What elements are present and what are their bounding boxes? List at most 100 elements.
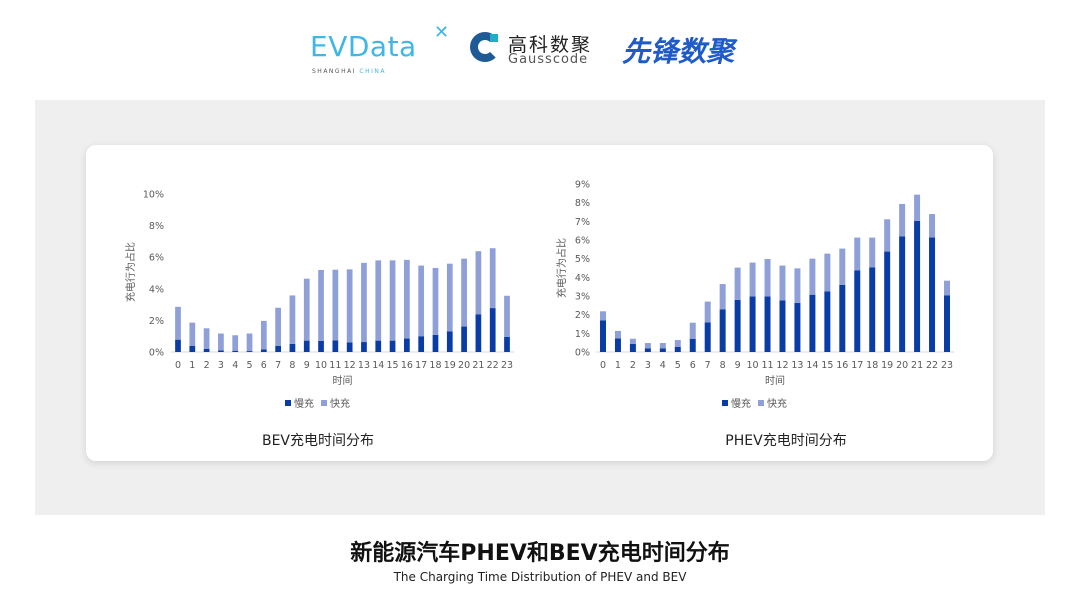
- bev-bar-slow: [346, 342, 353, 352]
- bev-bar-slow: [375, 340, 382, 352]
- gausscode-square-icon: [490, 34, 498, 42]
- phev-bar-slow: [944, 295, 950, 352]
- phev-bar-fast: [779, 265, 786, 301]
- phev-bar-slow: [704, 322, 711, 352]
- bev-bar-fast: [418, 265, 425, 337]
- phev-bar-slow: [674, 346, 681, 352]
- phev-y-tick-label: 1%: [575, 329, 590, 340]
- phev-bar-slow: [854, 270, 861, 352]
- phev-legend-swatch-fast: [758, 400, 764, 406]
- phev-bar-slow: [929, 237, 936, 352]
- phev-x-tick-label: 4: [660, 360, 666, 371]
- phev-bar-fast: [839, 248, 846, 285]
- phev-x-tick-label: 11: [761, 360, 773, 371]
- phev-bar-slow: [614, 338, 621, 352]
- bev-x-tick-label: 8: [289, 360, 295, 371]
- phev-x-tick-label: 22: [926, 360, 938, 371]
- bev-x-tick-label: 2: [204, 360, 210, 371]
- phev-bar-fast: [854, 237, 861, 271]
- bev-bar-fast: [275, 307, 281, 346]
- phev-bar-slow: [869, 267, 876, 352]
- bev-bar-fast: [260, 320, 267, 350]
- bev-x-tick-label: 14: [372, 360, 384, 371]
- bev-bar-slow: [175, 339, 181, 352]
- phev-bar-fast: [629, 338, 636, 344]
- phev-bar-slow: [629, 343, 636, 352]
- phev-bar-slow: [884, 251, 891, 352]
- phev-x-tick-label: 2: [630, 360, 636, 371]
- bev-bar-fast: [175, 306, 181, 340]
- bev-bar-fast: [232, 335, 239, 351]
- xianfeng-logo: 先锋数聚: [622, 35, 735, 68]
- phev-x-tick-label: 16: [836, 360, 848, 371]
- bev-bar-fast: [432, 267, 439, 335]
- bev-x-tick-label: 17: [415, 360, 427, 371]
- bev-legend-swatch-fast: [321, 400, 327, 406]
- bev-x-tick-label: 4: [232, 360, 238, 371]
- bev-x-tick-label: 13: [358, 360, 370, 371]
- phev-y-tick-label: 6%: [575, 236, 590, 247]
- phev-bar-slow: [600, 320, 606, 352]
- bev-bar-slow: [432, 334, 439, 352]
- phev-legend-swatch-slow: [722, 400, 728, 406]
- phev-bar-fast: [749, 262, 756, 297]
- phev-bar-slow: [914, 220, 921, 352]
- phev-bar-slow: [734, 299, 741, 352]
- bev-x-tick-label: 23: [501, 360, 513, 371]
- x-mark-icon: ✕: [434, 22, 450, 43]
- phev-bar-fast: [824, 253, 831, 292]
- phev-bar-fast: [809, 258, 816, 295]
- phev-bar-slow: [824, 291, 831, 352]
- phev-legend-label-slow: 慢充: [731, 397, 751, 410]
- bev-bar-fast: [389, 260, 396, 341]
- bev-chart-title: BEV充电时间分布: [261, 433, 375, 449]
- phev-y-tick-label: 4%: [575, 273, 590, 284]
- phev-y-tick-label: 7%: [575, 217, 590, 228]
- phev-x-tick-label: 3: [645, 360, 651, 371]
- bev-y-tick-label: 10%: [143, 190, 164, 201]
- bev-bar-fast: [203, 328, 210, 349]
- bev-x-tick-label: 21: [472, 360, 484, 371]
- phev-bar-fast: [944, 280, 950, 296]
- bev-bar-slow: [361, 342, 367, 352]
- phev-y-tick-label: 0%: [575, 348, 590, 359]
- phev-bar-fast: [689, 322, 696, 339]
- bev-bar-slow: [246, 351, 253, 352]
- phev-x-tick-label: 13: [791, 360, 803, 371]
- bev-legend-label-slow: 慢充: [294, 397, 314, 410]
- phev-bar-fast: [884, 219, 891, 252]
- phev-x-tick-label: 10: [747, 360, 759, 371]
- bev-bar-fast: [246, 333, 253, 352]
- phev-bar-slow: [899, 236, 906, 352]
- bev-x-tick-label: 9: [304, 360, 310, 371]
- bev-y-tick-label: 0%: [149, 348, 164, 359]
- phev-bar-fast: [704, 301, 711, 323]
- bev-x-tick-label: 16: [401, 360, 413, 371]
- phev-bar-fast: [764, 259, 771, 297]
- bev-x-tick-label: 6: [261, 360, 267, 371]
- bev-bar-slow: [275, 345, 281, 352]
- phev-x-tick-label: 0: [600, 360, 606, 371]
- bev-bar-slow: [218, 350, 224, 352]
- bev-x-tick-label: 11: [329, 360, 341, 371]
- phev-bar-slow: [809, 294, 816, 352]
- phev-y-tick-label: 9%: [575, 180, 590, 191]
- phev-bar-slow: [794, 302, 801, 352]
- bev-bar-slow: [203, 348, 210, 352]
- bev-bar-slow: [232, 350, 239, 352]
- bev-bar-fast: [489, 248, 496, 309]
- phev-bar-slow: [644, 348, 651, 352]
- bev-bar-fast: [361, 262, 367, 343]
- phev-bar-fast: [659, 343, 666, 349]
- phev-bar-fast: [600, 311, 606, 321]
- bev-x-tick-label: 10: [315, 360, 327, 371]
- phev-x-tick-label: 5: [675, 360, 681, 371]
- bev-bar-fast: [332, 269, 339, 341]
- bev-y-axis-label: 充电行为占比: [124, 242, 137, 302]
- phev-x-tick-label: 14: [806, 360, 818, 371]
- phev-bar-slow: [764, 296, 771, 352]
- bev-y-tick-label: 2%: [149, 316, 164, 327]
- gausscode-mark-icon: [470, 32, 500, 62]
- bev-bar-slow: [303, 340, 310, 352]
